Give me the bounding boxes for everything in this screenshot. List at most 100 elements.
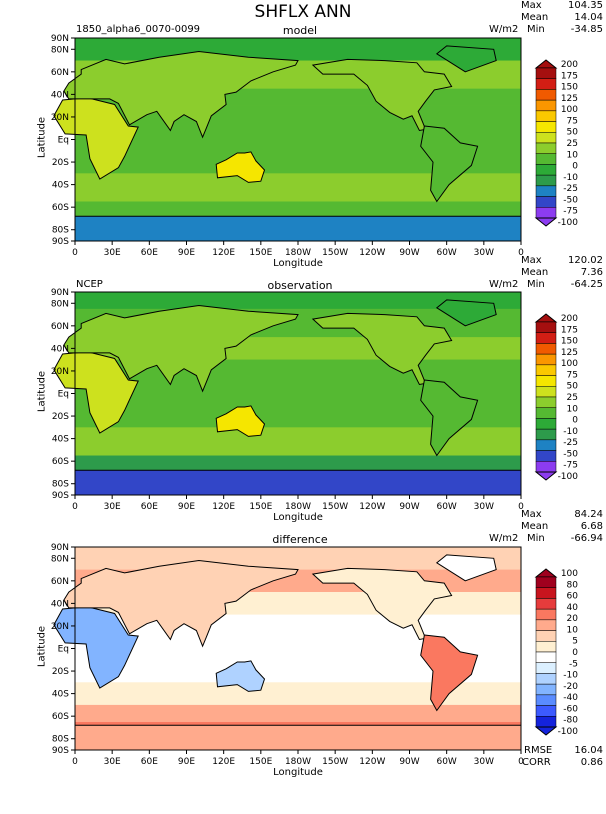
units-label: W/m2 (489, 279, 519, 290)
x-tick-label: 0 (518, 248, 524, 258)
y-tick-label: 60S (52, 203, 69, 213)
colorbar-label: 175 (561, 71, 578, 81)
y-axis-label: Latitude (36, 116, 48, 159)
y-axis-label: Latitude (36, 370, 48, 413)
field-band (75, 682, 521, 705)
colorbar-label: 200 (561, 60, 578, 70)
colorbar-label: -60 (563, 704, 578, 714)
left-title: NCEP (76, 279, 103, 290)
y-tick-label: Eq (58, 645, 69, 655)
map-model: 0 30E 60E 90E 120E 150E 180W 150W 120W 90W 60W 30W 0… (51, 34, 579, 258)
y-tick-label: 60N (51, 68, 69, 78)
min-value: -64.25 (570, 279, 603, 290)
colorbar-label: -100 (558, 218, 579, 228)
colorbar-label: -75 (563, 461, 578, 471)
y-tick-label: 20N (51, 622, 69, 632)
colorbar-label: 0 (572, 648, 578, 658)
colorbar-label: 10 (567, 150, 579, 160)
continent-south-america (420, 634, 479, 712)
colorbar-label: -10 (563, 427, 578, 437)
colorbar-segment (535, 375, 557, 387)
colorbar-segment (535, 407, 557, 419)
colorbar-label: 25 (567, 393, 578, 403)
x-tick-label: 30W (474, 502, 494, 512)
colorbar-segment (535, 99, 557, 112)
center-title: observation (267, 279, 333, 292)
max-label: Max (521, 509, 542, 520)
y-tick-label: 80N (51, 554, 69, 564)
y-tick-label: 60N (51, 577, 69, 587)
colorbar-segment (535, 196, 557, 208)
x-tick-label: 60E (141, 502, 158, 512)
center-title: difference (272, 533, 328, 546)
colorbar-segment (535, 353, 557, 366)
continent-south-america (420, 379, 479, 457)
x-tick-label: 60E (141, 757, 158, 767)
x-tick-label: 60W (436, 502, 456, 512)
x-tick-label: 90W (399, 248, 419, 258)
colorbar-segment (535, 662, 557, 674)
max-value: 104.35 (568, 0, 603, 11)
colorbar-segment (535, 78, 557, 90)
colorbar-segment (535, 132, 557, 144)
center-title: model (282, 24, 318, 37)
y-tick-label: 80S (52, 735, 69, 745)
rmse-label: RMSE (524, 745, 553, 756)
colorbar-label: 75 (567, 116, 578, 126)
y-tick-label: 20S (52, 667, 69, 677)
colorbar-segment (535, 683, 557, 696)
continent-eurasia (63, 559, 299, 648)
corr-label: CORR (522, 757, 551, 768)
colorbar-label: -25 (563, 184, 578, 194)
x-tick-label: 60E (141, 248, 158, 258)
colorbar-label: -10 (563, 671, 578, 681)
colorbar-label: 200 (561, 314, 578, 324)
colorbar-segment (535, 461, 557, 473)
colorbar-segment (535, 705, 557, 717)
colorbar-top-arrow (534, 568, 558, 578)
y-tick-label: Eq (58, 136, 69, 146)
map-observation: 0 30E 60E 90E 120E 150E 180W 150W 120W 90W 60W 30W 0… (51, 288, 579, 512)
colorbar-bottom-arrow (534, 471, 558, 481)
colorbar-segment (535, 332, 557, 344)
x-axis-label: Longitude (273, 258, 323, 269)
colorbar-top-arrow (534, 59, 558, 69)
min-label: Min (527, 533, 545, 544)
x-tick-label: 120W (359, 248, 385, 258)
y-tick-label: Eq (58, 390, 69, 400)
x-tick-label: 60W (436, 248, 456, 258)
x-tick-label: 30E (104, 248, 121, 258)
min-label: Min (527, 279, 545, 290)
y-tick-label: 80N (51, 45, 69, 55)
max-label: Max (521, 255, 542, 266)
x-tick-label: 180W (285, 757, 311, 767)
y-tick-label: 60N (51, 322, 69, 332)
x-tick-label: 90W (399, 757, 419, 767)
colorbar-segment (535, 364, 557, 376)
colorbar-segment (535, 89, 557, 101)
colorbar-label: 100 (561, 105, 578, 115)
colorbar-label: 100 (561, 359, 578, 369)
continent-south-america (420, 125, 479, 203)
colorbar-label: -25 (563, 438, 578, 448)
colorbar-label: -100 (558, 472, 579, 482)
colorbar-segment (535, 153, 557, 165)
colorbar-label: -5 (569, 659, 578, 669)
colorbar-segment (535, 386, 557, 398)
x-axis-label: Longitude (273, 512, 323, 523)
colorbar-label: 50 (567, 382, 579, 392)
x-tick-label: 120W (359, 502, 385, 512)
colorbar-segment (535, 651, 557, 663)
y-tick-label: 90S (52, 746, 69, 756)
y-tick-label: 40S (52, 435, 69, 445)
continent-north-america (311, 58, 453, 132)
colorbar-label: 125 (561, 94, 578, 104)
continent-antarctica (74, 215, 522, 242)
max-value: 84.24 (574, 509, 603, 520)
colorbar-label: 25 (567, 139, 578, 149)
y-tick-label: 40S (52, 181, 69, 191)
mean-value: 14.04 (574, 12, 603, 23)
x-tick-label: 60W (436, 757, 456, 767)
colorbar-label: 20 (567, 614, 579, 624)
x-tick-label: 0 (518, 502, 524, 512)
